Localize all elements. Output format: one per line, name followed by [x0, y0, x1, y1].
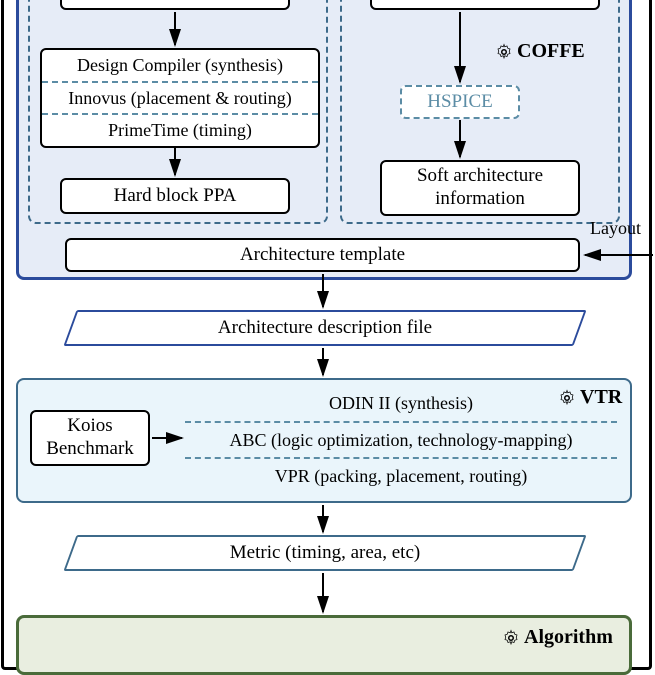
gear-icon	[495, 43, 513, 61]
algorithm-badge: Algorithm	[502, 626, 613, 649]
stage-odin: ODIN II (synthesis)	[185, 386, 617, 421]
soft-arch-info: Soft architecture information	[380, 160, 580, 216]
hspice-label: HSPICE	[427, 91, 492, 114]
layout-label: Layout	[590, 218, 641, 239]
diagram-canvas: COFFE Hard block HDL Design Compiler (sy…	[0, 0, 655, 655]
gear-icon-algo	[502, 629, 520, 647]
hard-hdl-label: Hard block HDL	[111, 0, 240, 6]
stage-abc: ABC (logic optimization, technology-mapp…	[185, 423, 617, 458]
metric-label: Metric (timing, area, etc)	[230, 542, 420, 564]
metric-box: Metric (timing, area, etc)	[70, 535, 580, 571]
asic-stages: Design Compiler (synthesis) Innovus (pla…	[40, 48, 320, 148]
hard-ppa-label: Hard block PPA	[114, 185, 237, 208]
stage-dc: Design Compiler (synthesis)	[42, 50, 318, 81]
arch-file-label: Architecture description file	[218, 317, 432, 339]
algorithm-label: Algorithm	[524, 626, 613, 649]
arch-template-label: Architecture template	[240, 244, 405, 267]
koios-benchmark: Koios Benchmark	[30, 410, 150, 466]
coffe-badge: COFFE	[495, 40, 585, 63]
koios-label: Koios Benchmark	[32, 415, 148, 461]
arch-desc-file: Architecture description file	[70, 310, 580, 346]
hard-block-hdl: Hard block HDL	[60, 0, 290, 10]
vtr-stages: ODIN II (synthesis) ABC (logic optimizat…	[185, 386, 617, 494]
stage-vpr: VPR (packing, placement, routing)	[185, 459, 617, 494]
hard-block-ppa: Hard block PPA	[60, 178, 290, 214]
stage-primetime: PrimeTime (timing)	[42, 115, 318, 146]
soft-info-label: Soft architecture information	[382, 165, 578, 211]
coffe-label: COFFE	[517, 40, 585, 63]
hspice-box: HSPICE	[400, 85, 520, 119]
top-right-cut	[370, 0, 600, 10]
stage-innovus: Innovus (placement & routing)	[42, 83, 318, 114]
arch-template: Architecture template	[65, 238, 580, 272]
